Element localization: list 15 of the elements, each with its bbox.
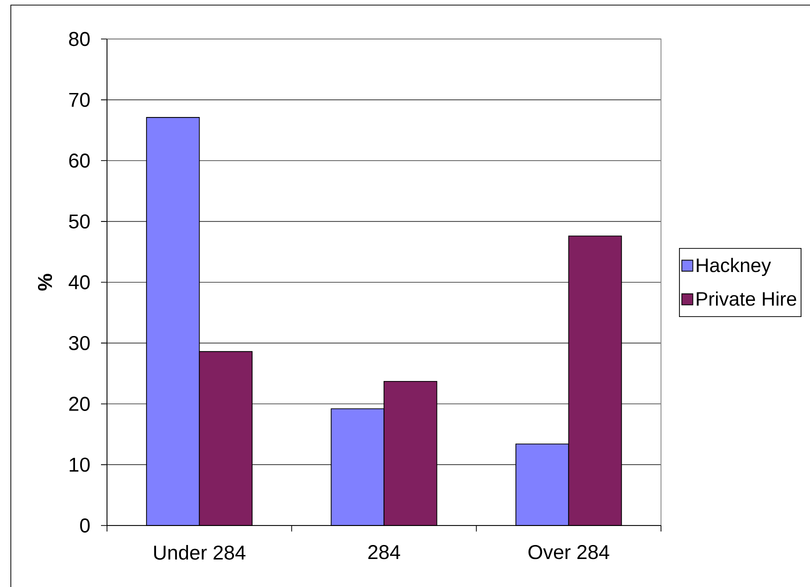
y-tick-label: 70 [69, 92, 90, 107]
legend-label: Private Hire [696, 291, 796, 306]
y-tick-label: 30 [68, 336, 90, 350]
y-tick-label: 20 [69, 396, 90, 411]
y-tick-label: 10 [70, 458, 90, 472]
x-tick-label: 284 [368, 545, 400, 560]
y-tick-label: 80 [69, 32, 90, 46]
x-tick-label: Over 284 [528, 545, 610, 560]
y-tick-label: 60 [69, 154, 90, 168]
legend-label: Hackney [696, 258, 772, 276]
y-tick-label: 50 [69, 214, 90, 229]
y-tick-label: 40 [68, 275, 90, 290]
y-tick-label: 0 [80, 518, 90, 533]
x-tick-label: Under 284 [154, 545, 246, 560]
y-axis-title: % [38, 274, 52, 291]
